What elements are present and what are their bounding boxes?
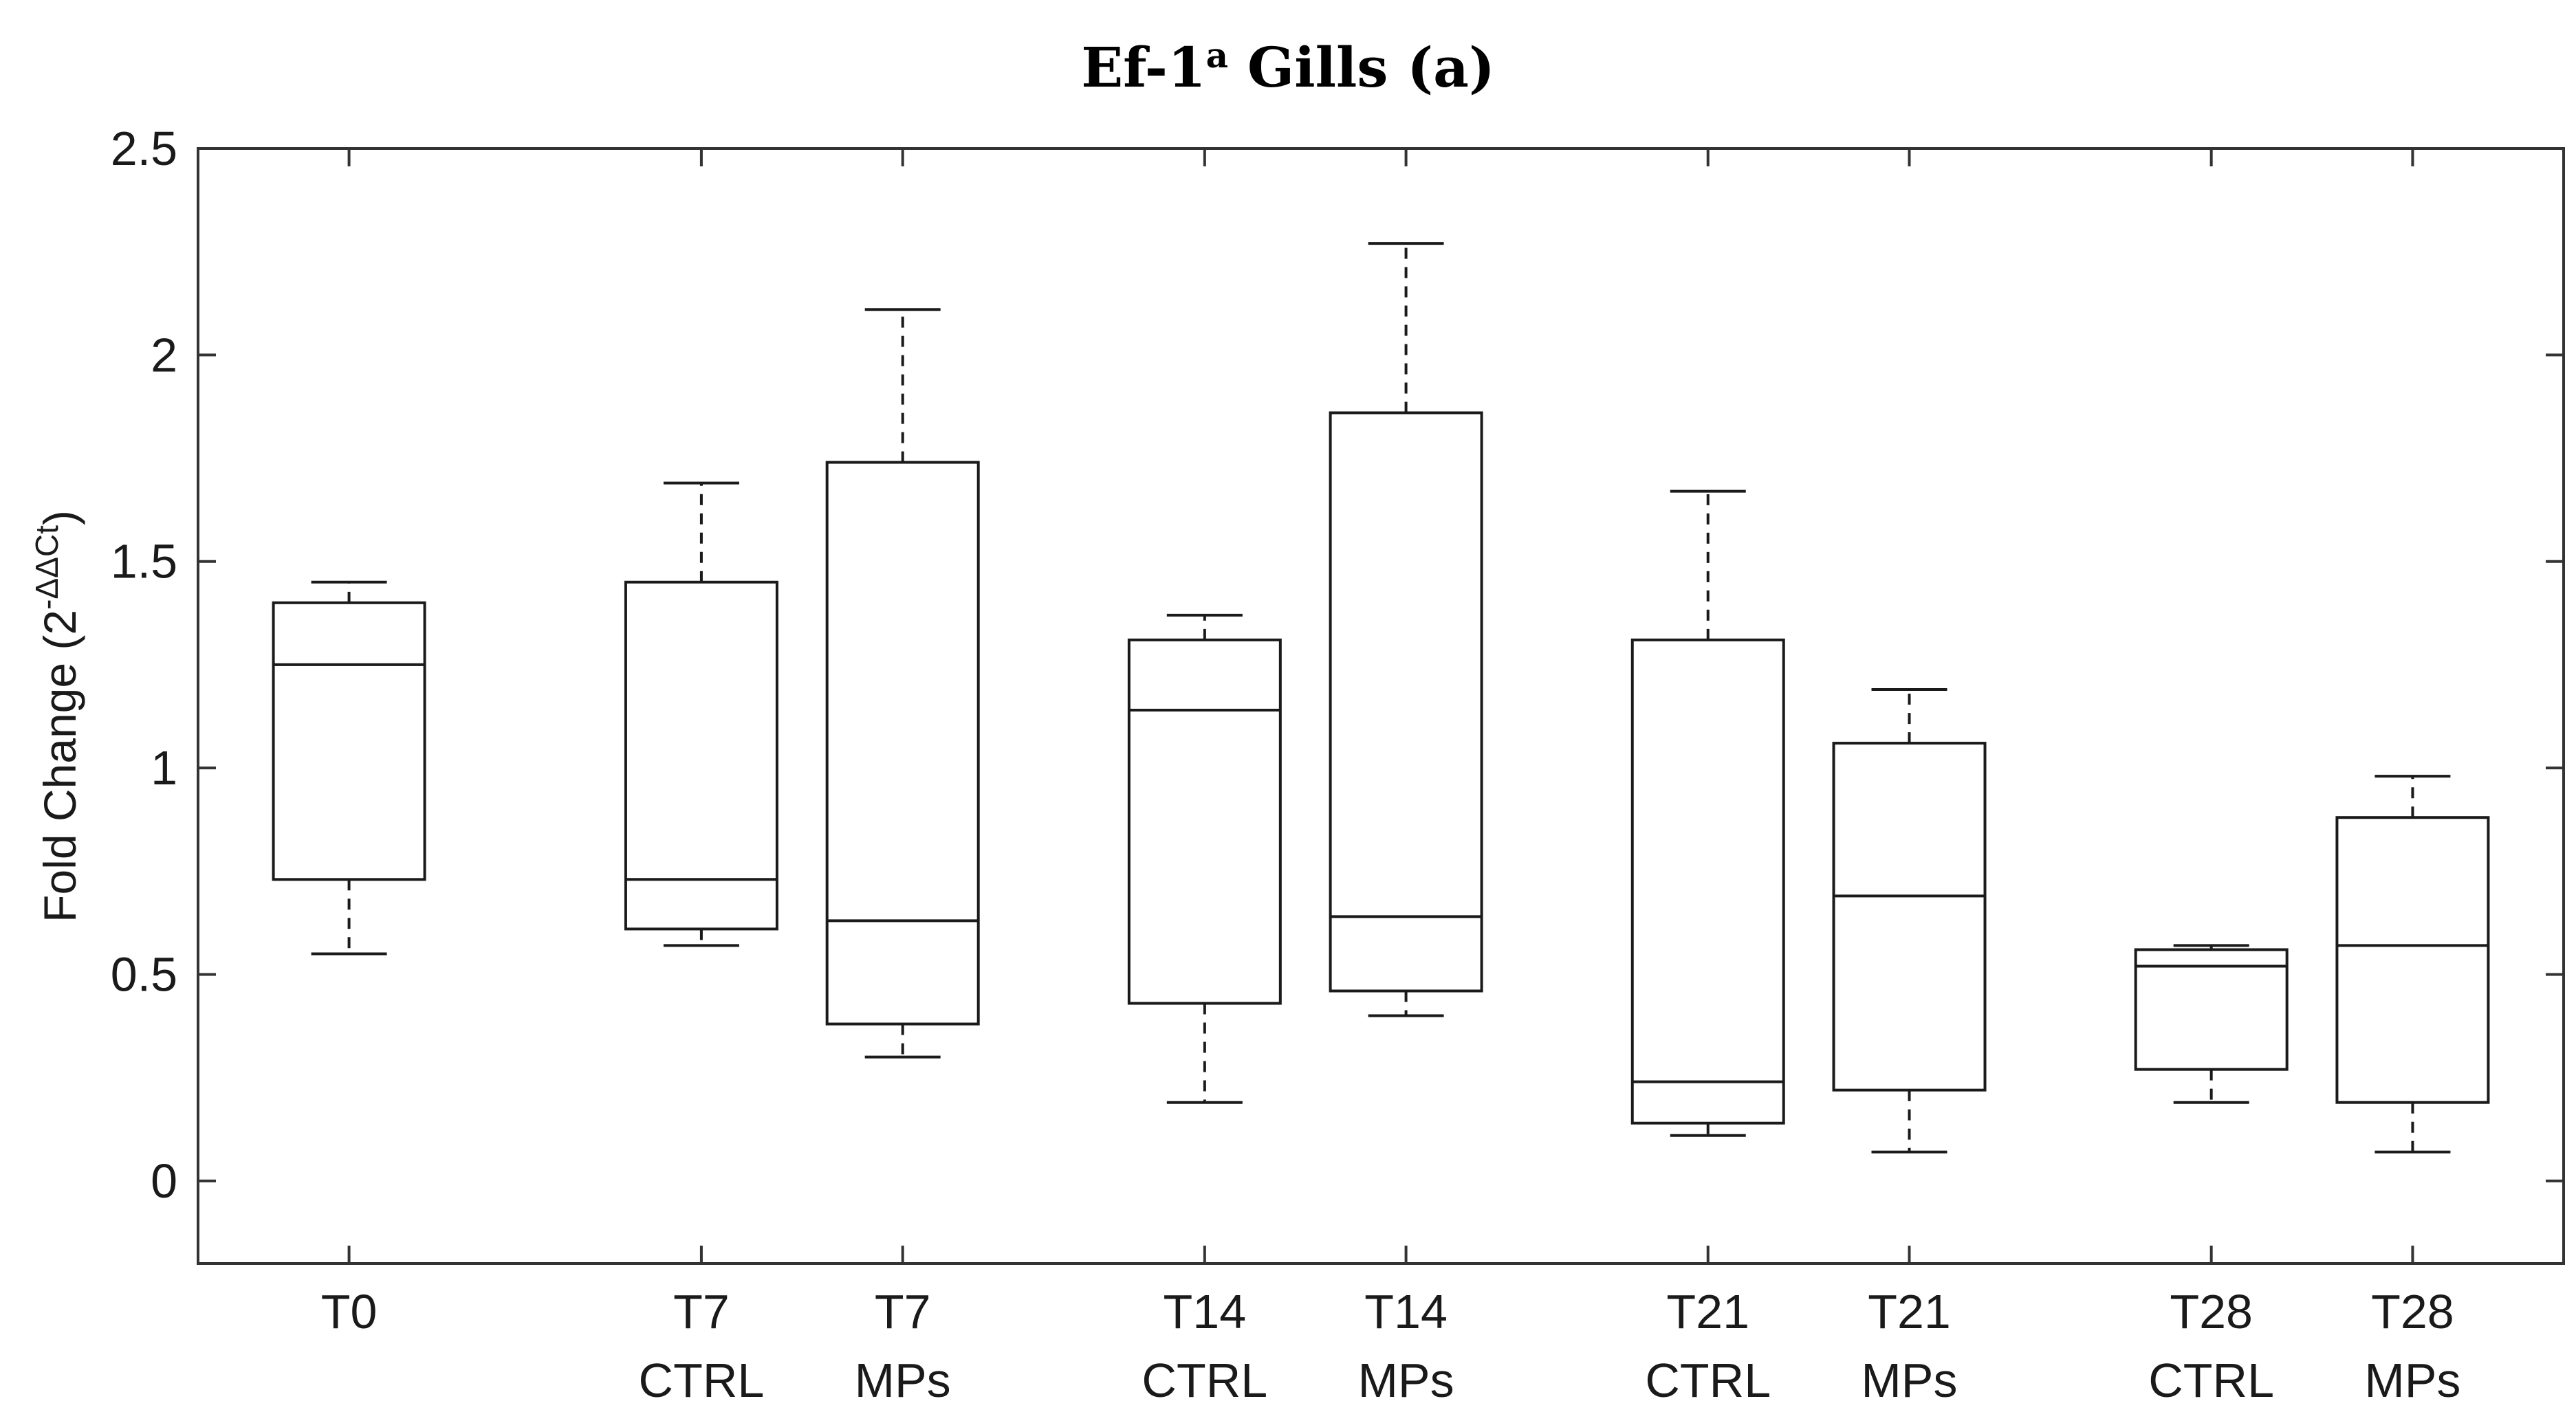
x-tick-label-line2: CTRL [1142, 1354, 1267, 1407]
box-group [1127, 613, 1282, 1104]
x-tick-label-line2: MPs [1358, 1354, 1454, 1407]
box-iqr [272, 601, 426, 881]
y-axis-label-sup: -ΔΔCt [29, 525, 65, 610]
chart-title: Ef-1a Gills (a) [1081, 35, 1495, 100]
x-axis: T0 T7 CTRL T7 MPs T14 CTRL T14 MPs T21 CTRL T21 MPs T… [321, 148, 2460, 1407]
box-group [1329, 242, 1483, 1017]
box-group [2335, 775, 2490, 1154]
x-tick-label-line2: CTRL [1645, 1354, 1771, 1407]
y-tick-label: 0 [151, 1154, 177, 1208]
x-tick-label-line2: CTRL [639, 1354, 765, 1407]
y-tick-label: 1 [151, 741, 177, 795]
box-iqr [2335, 816, 2490, 1104]
x-tick-label-line1: T14 [1364, 1285, 1448, 1338]
box-iqr [825, 461, 980, 1026]
y-axis-label: Fold Change (2-ΔΔCt) [29, 510, 85, 923]
chart-title-pre: Ef-1 [1081, 35, 1205, 100]
box-iqr [624, 580, 778, 931]
x-tick-label-line1: T14 [1164, 1285, 1247, 1338]
x-tick-label-line1: T28 [2170, 1285, 2253, 1338]
chart-title-sup: a [1206, 35, 1228, 76]
x-tick-label-line2: MPs [1862, 1354, 1958, 1407]
box-group [624, 481, 778, 947]
box-group [272, 580, 426, 956]
x-tick-label-line1: T7 [673, 1285, 730, 1338]
y-tick-label: 0.5 [111, 947, 177, 1001]
boxes [272, 242, 2490, 1154]
x-tick-label-line2: MPs [2364, 1354, 2460, 1407]
x-tick-label-line2: MPs [855, 1354, 951, 1407]
x-tick-label-line1: T0 [321, 1285, 378, 1338]
box-group [1630, 489, 1785, 1137]
y-tick-label: 1.5 [111, 535, 177, 588]
box-group [825, 308, 980, 1059]
box-iqr [1630, 638, 1785, 1125]
x-tick-label-line1: T7 [875, 1285, 931, 1338]
x-tick-label-line2: CTRL [2148, 1354, 2274, 1407]
box-iqr [1329, 411, 1483, 993]
box-iqr [2134, 948, 2289, 1071]
x-tick-label-line1: T21 [1666, 1285, 1749, 1338]
box-iqr [1832, 742, 1987, 1092]
y-tick-label: 2.5 [111, 122, 177, 175]
y-axis-label-close: ) [34, 510, 85, 525]
y-axis: 0 0.5 1 1.5 2 2.5 [111, 122, 2564, 1208]
x-tick-label-line1: T28 [2371, 1285, 2454, 1338]
plot-area-frame [197, 147, 2565, 1265]
box-group [2134, 944, 2289, 1104]
y-tick-label: 2 [151, 328, 177, 382]
box-iqr [1127, 638, 1282, 1005]
y-axis-label-base: Fold Change (2 [34, 610, 85, 923]
box-group [1832, 687, 1987, 1154]
chart-title-post: Gills (a) [1228, 35, 1495, 100]
x-tick-label-line1: T21 [1868, 1285, 1951, 1338]
